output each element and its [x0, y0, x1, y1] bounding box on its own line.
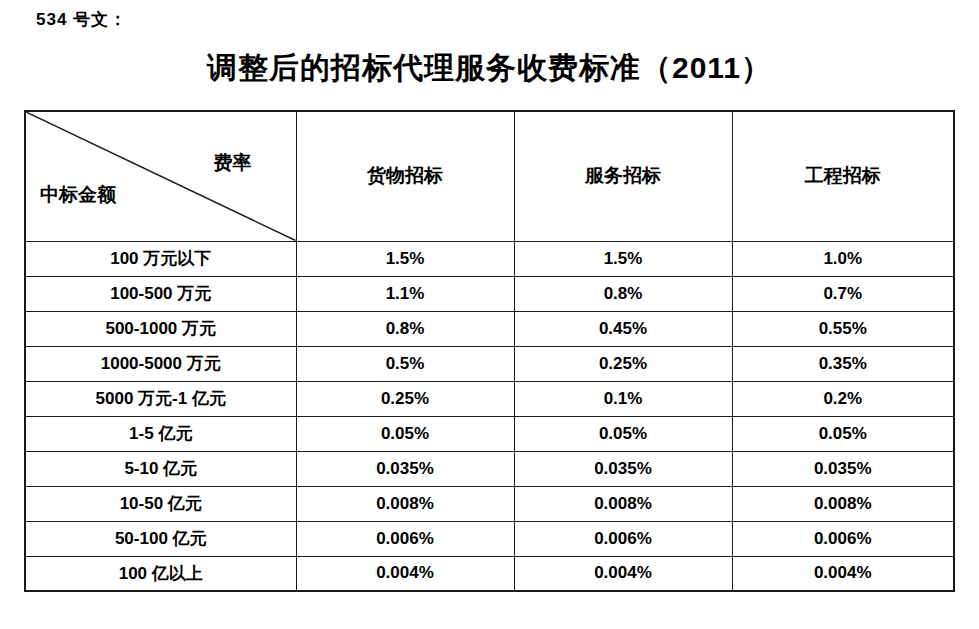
table-row: 500-1000 万元 0.8% 0.45% 0.55%: [25, 311, 954, 346]
table-row: 100 亿以上 0.004% 0.004% 0.004%: [25, 556, 954, 591]
amount-cell: 10-50 亿元: [25, 486, 296, 521]
rate-cell-goods: 0.008%: [296, 486, 514, 521]
amount-cell: 1-5 亿元: [25, 416, 296, 451]
rate-cell-engineering: 0.004%: [732, 556, 954, 591]
rate-cell-goods: 0.05%: [296, 416, 514, 451]
rate-cell-engineering: 0.35%: [732, 346, 954, 381]
corner-label-amount: 中标金额: [40, 182, 116, 208]
column-header-goods: 货物招标: [296, 111, 514, 241]
rate-cell-services: 0.05%: [514, 416, 732, 451]
table-row: 100 万元以下 1.5% 1.5% 1.0%: [25, 241, 954, 276]
rate-cell-engineering: 0.008%: [732, 486, 954, 521]
rate-cell-services: 0.25%: [514, 346, 732, 381]
rate-cell-services: 0.45%: [514, 311, 732, 346]
amount-cell: 5-10 亿元: [25, 451, 296, 486]
fee-standard-table: 费率 中标金额 货物招标 服务招标 工程招标 100 万元以下 1.5% 1.5…: [24, 110, 955, 592]
rate-cell-services: 1.5%: [514, 241, 732, 276]
diagonal-corner-cell: 费率 中标金额: [25, 111, 296, 241]
rate-cell-goods: 0.8%: [296, 311, 514, 346]
rate-cell-goods: 1.5%: [296, 241, 514, 276]
table-row: 5000 万元-1 亿元 0.25% 0.1% 0.2%: [25, 381, 954, 416]
amount-cell: 100 万元以下: [25, 241, 296, 276]
rate-cell-engineering: 0.7%: [732, 276, 954, 311]
table-row: 100-500 万元 1.1% 0.8% 0.7%: [25, 276, 954, 311]
table-row: 1000-5000 万元 0.5% 0.25% 0.35%: [25, 346, 954, 381]
rate-cell-services: 0.006%: [514, 521, 732, 556]
column-header-engineering: 工程招标: [732, 111, 954, 241]
amount-cell: 5000 万元-1 亿元: [25, 381, 296, 416]
page-title: 调整后的招标代理服务收费标准（2011）: [0, 48, 979, 89]
table-header-row: 费率 中标金额 货物招标 服务招标 工程招标: [25, 111, 954, 241]
table-row: 5-10 亿元 0.035% 0.035% 0.035%: [25, 451, 954, 486]
table-row: 50-100 亿元 0.006% 0.006% 0.006%: [25, 521, 954, 556]
corner-label-rate: 费率: [214, 150, 252, 176]
rate-cell-engineering: 1.0%: [732, 241, 954, 276]
rate-cell-services: 0.1%: [514, 381, 732, 416]
rate-cell-services: 0.004%: [514, 556, 732, 591]
amount-cell: 50-100 亿元: [25, 521, 296, 556]
diagonal-line: [26, 112, 296, 241]
rate-cell-engineering: 0.035%: [732, 451, 954, 486]
rate-cell-goods: 0.25%: [296, 381, 514, 416]
rate-cell-goods: 0.035%: [296, 451, 514, 486]
document-page: 534 号文： 调整后的招标代理服务收费标准（2011） 费率 中标金额 货物招…: [0, 0, 979, 629]
rate-cell-goods: 1.1%: [296, 276, 514, 311]
table-row: 1-5 亿元 0.05% 0.05% 0.05%: [25, 416, 954, 451]
amount-cell: 100-500 万元: [25, 276, 296, 311]
rate-cell-engineering: 0.2%: [732, 381, 954, 416]
rate-cell-goods: 0.5%: [296, 346, 514, 381]
rate-cell-services: 0.008%: [514, 486, 732, 521]
rate-cell-services: 0.035%: [514, 451, 732, 486]
amount-cell: 500-1000 万元: [25, 311, 296, 346]
rate-cell-goods: 0.006%: [296, 521, 514, 556]
rate-cell-engineering: 0.55%: [732, 311, 954, 346]
amount-cell: 100 亿以上: [25, 556, 296, 591]
rate-cell-engineering: 0.006%: [732, 521, 954, 556]
rate-cell-services: 0.8%: [514, 276, 732, 311]
column-header-services: 服务招标: [514, 111, 732, 241]
amount-cell: 1000-5000 万元: [25, 346, 296, 381]
table-row: 10-50 亿元 0.008% 0.008% 0.008%: [25, 486, 954, 521]
rate-cell-engineering: 0.05%: [732, 416, 954, 451]
rate-cell-goods: 0.004%: [296, 556, 514, 591]
doc-number-label: 534 号文：: [36, 8, 127, 31]
